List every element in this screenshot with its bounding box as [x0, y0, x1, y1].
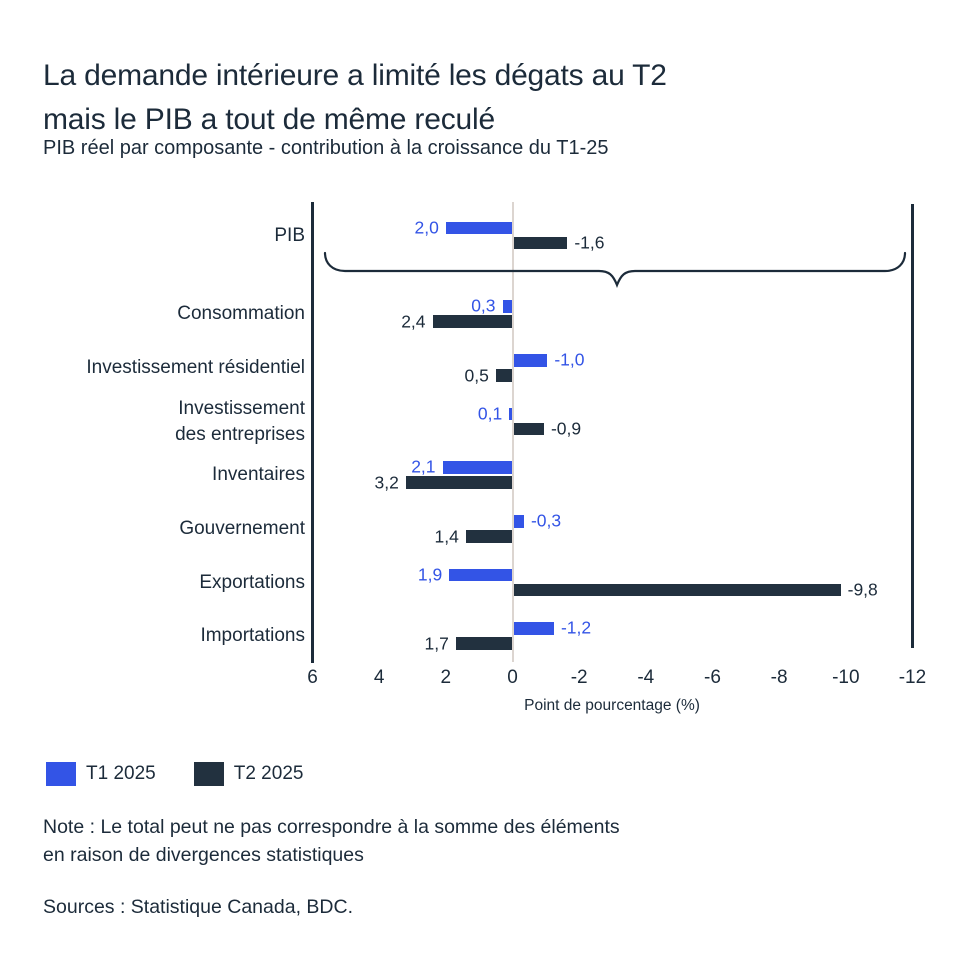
bar-value-t1-2025: 2,0 — [414, 217, 439, 238]
x-tick: -12 — [898, 667, 927, 688]
bar-t1-2025 — [514, 354, 548, 367]
bar-t1-2025 — [502, 300, 513, 313]
category-label: PIB — [274, 224, 305, 246]
bar-value-t1-2025: -1,0 — [554, 349, 585, 370]
bar-value-t1-2025: 1,9 — [417, 564, 443, 585]
brace-decoration — [323, 251, 907, 288]
bar-value-t1-2025: 2,1 — [411, 456, 436, 477]
bar-value-t1-2025: 0,3 — [471, 295, 496, 316]
bar-t2-2025 — [405, 476, 513, 489]
zero-gridline — [511, 202, 514, 662]
chart-title-line2: mais le PIB a tout de même reculé — [43, 103, 495, 137]
legend-item-t1-2025: T1 2025 — [46, 762, 156, 786]
chart-title: La demande intérieure a limité les dégat… — [43, 54, 923, 142]
bar-value-t2-2025: 1,7 — [424, 632, 449, 653]
x-axis-label: Point de pourcentage (%) — [524, 697, 700, 714]
category-label: Inventaires — [212, 464, 305, 485]
category-label: Gouvernement — [179, 518, 305, 539]
category-label: Importations — [200, 625, 305, 646]
bar-value-t2-2025: -0,9 — [550, 418, 582, 439]
bar-value-t1-2025: 0,1 — [477, 403, 503, 424]
bar-t1-2025 — [449, 568, 513, 582]
note-line2: en raison de divergences statistiques — [43, 844, 364, 866]
bar-t1-2025 — [514, 515, 524, 528]
bar-value-t2-2025: 1,4 — [434, 525, 459, 546]
legend-label: T2 2025 — [233, 763, 304, 784]
bar-value-t2-2025: 3,2 — [374, 471, 399, 492]
sources-text: Sources : Statistique Canada, BDC. — [43, 896, 353, 918]
bar-t2-2025 — [495, 369, 513, 382]
bar-t1-2025 — [514, 622, 554, 635]
legend-swatch-t2 — [193, 762, 224, 786]
bar-value-t2-2025: 0,5 — [464, 364, 489, 385]
chart-subtitle: PIB réel par composante - contribution à… — [43, 137, 609, 159]
bar-t1-2025 — [445, 221, 513, 235]
x-tick: 6 — [307, 667, 318, 688]
x-tick: 0 — [507, 667, 518, 688]
x-tick: -6 — [704, 667, 721, 688]
bar-t2-2025 — [465, 530, 513, 543]
bar-t1-2025 — [509, 407, 513, 421]
legend: T1 2025 T2 2025 — [46, 762, 303, 786]
bar-value-t1-2025: -1,2 — [560, 617, 592, 638]
bar-t2-2025 — [514, 236, 568, 250]
category-label: Investissement des entreprises — [175, 397, 305, 445]
chart-title-line1: La demande intérieure a limité les dégat… — [43, 59, 667, 93]
bar-value-t1-2025: -0,3 — [530, 510, 562, 531]
category-label: Investissement résidentiel — [86, 357, 305, 378]
x-tick: -2 — [570, 667, 588, 688]
bar-t2-2025 — [432, 315, 513, 328]
legend-swatch-t1 — [46, 762, 76, 786]
note-text: Note : Le total peut ne pas correspondre… — [43, 813, 620, 869]
category-label: Exportations — [199, 571, 305, 593]
x-tick: 2 — [440, 667, 452, 688]
left-axis-line — [311, 202, 314, 663]
x-tick: 4 — [373, 667, 385, 688]
bar-t2-2025 — [514, 422, 544, 436]
right-axis-line — [911, 204, 914, 648]
legend-item-t2-2025: T2 2025 — [193, 762, 304, 786]
bar-value-t2-2025: 2,4 — [401, 310, 426, 331]
note-line1: Note : Le total peut ne pas correspondre… — [43, 816, 620, 838]
bar-value-t2-2025: -1,6 — [574, 232, 605, 253]
bar-t2-2025 — [514, 583, 841, 597]
x-tick: -8 — [770, 667, 788, 688]
bar-value-t2-2025: -9,8 — [847, 579, 878, 600]
x-tick: -4 — [637, 667, 655, 688]
x-tick: -10 — [832, 667, 860, 688]
bar-t1-2025 — [442, 461, 513, 474]
bar-t2-2025 — [455, 637, 513, 650]
category-label: Consommation — [177, 303, 305, 324]
legend-label: T1 2025 — [86, 763, 156, 784]
